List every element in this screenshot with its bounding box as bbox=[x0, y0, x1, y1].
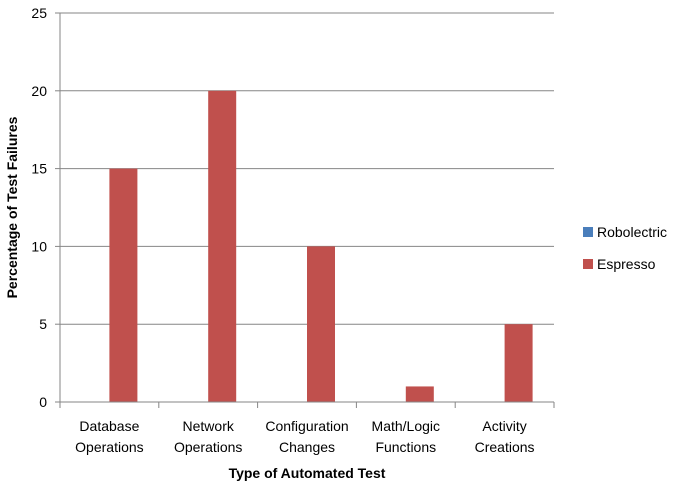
x-tick-label: Math/Logic bbox=[372, 418, 440, 434]
y-tick-label: 20 bbox=[31, 83, 47, 99]
legend-swatch bbox=[583, 227, 593, 237]
y-tick-label: 0 bbox=[39, 394, 47, 410]
bar-espresso-4 bbox=[405, 386, 434, 402]
x-tick-label: Functions bbox=[375, 439, 436, 455]
x-tick-label: Database bbox=[79, 418, 139, 434]
x-tick-label: Creations bbox=[475, 439, 535, 455]
labels: 0 5 10 15 20 25 Database Operations Network Opera… bbox=[4, 5, 535, 481]
x-axis-title: Type of Automated Test bbox=[229, 465, 386, 481]
bar-espresso-5 bbox=[504, 324, 533, 402]
legend-label: Espresso bbox=[597, 256, 656, 272]
x-tick-label: Network bbox=[183, 418, 235, 434]
x-tick-label: Operations bbox=[174, 439, 242, 455]
y-tick-label: 15 bbox=[31, 161, 47, 177]
gridlines bbox=[60, 12, 554, 325]
bar-espresso-3 bbox=[307, 246, 335, 402]
y-tick-label: 25 bbox=[31, 5, 47, 21]
bar-espresso-2 bbox=[208, 90, 237, 403]
x-tick-label: Operations bbox=[75, 439, 143, 455]
y-axis-title: Percentage of Test Failures bbox=[4, 116, 20, 298]
y-tick-label: 10 bbox=[31, 238, 47, 254]
x-tick-label: Changes bbox=[279, 439, 335, 455]
y-tick-label: 5 bbox=[39, 316, 47, 332]
x-tick-label: Configuration bbox=[265, 418, 348, 434]
legend-label: Robolectric bbox=[597, 224, 667, 240]
x-tick-label: Activity bbox=[482, 418, 526, 434]
legend: Robolectric Espresso bbox=[583, 224, 667, 272]
bars bbox=[109, 90, 533, 403]
legend-swatch bbox=[583, 259, 593, 269]
axes bbox=[55, 12, 555, 408]
bar-espresso-1 bbox=[109, 168, 138, 402]
